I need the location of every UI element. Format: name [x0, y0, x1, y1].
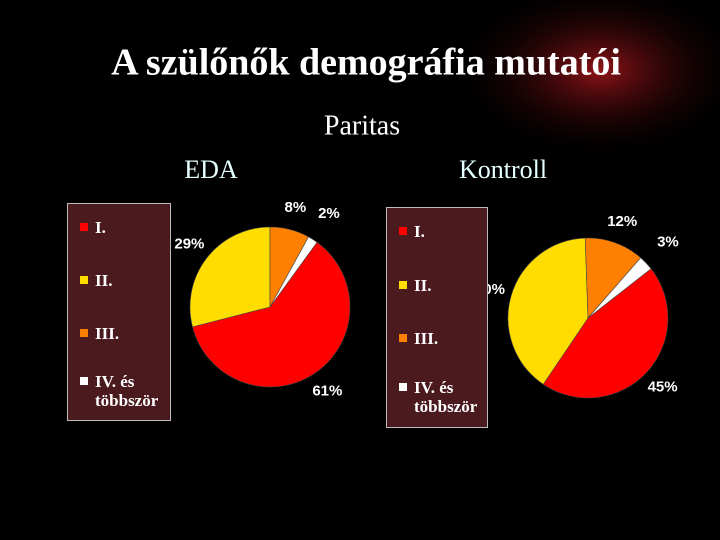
- pie-slice: [542, 268, 669, 399]
- legend-entry: IV. és többször: [399, 378, 483, 416]
- data-label: 12%: [607, 213, 637, 230]
- data-label: 2%: [318, 205, 340, 222]
- data-label: 8%: [285, 199, 307, 216]
- decoration: [450, 0, 720, 160]
- slide-title: A szülőnők demográfia mutatói: [111, 42, 621, 84]
- slide-subtitle: Paritas: [324, 110, 400, 141]
- legend-swatch: [399, 227, 407, 235]
- legend-swatch: [80, 223, 88, 231]
- legend-swatch: [80, 377, 88, 385]
- legend-entry: I.: [399, 222, 483, 241]
- pie-slice: [584, 237, 642, 319]
- chart-title: Kontroll: [459, 155, 547, 184]
- legend-swatch: [399, 383, 407, 391]
- legend: I. II. III. IV. és többször: [67, 203, 171, 421]
- legend-swatch: [80, 329, 88, 337]
- data-label: 61%: [312, 382, 342, 399]
- data-label: 3%: [657, 233, 679, 250]
- legend-entry: IV. és többször: [80, 372, 166, 410]
- legend-entry: III.: [80, 324, 166, 343]
- pie-slice: [269, 236, 318, 308]
- chart-title: EDA: [184, 155, 238, 184]
- pie-slice: [587, 257, 652, 319]
- data-label: 45%: [648, 379, 678, 396]
- legend-entry: II.: [399, 276, 483, 295]
- legend-swatch: [399, 334, 407, 342]
- pie-slice: [507, 237, 589, 385]
- pie-slice: [192, 241, 351, 388]
- legend-entry: II.: [80, 271, 166, 290]
- legend-swatch: [80, 276, 88, 284]
- legend-entry: I.: [80, 218, 166, 237]
- pie-slice: [189, 226, 271, 328]
- legend: I. II. III. IV. és többször: [386, 207, 488, 428]
- legend-swatch: [399, 281, 407, 289]
- legend-entry: III.: [399, 329, 483, 348]
- data-label: 29%: [174, 235, 204, 252]
